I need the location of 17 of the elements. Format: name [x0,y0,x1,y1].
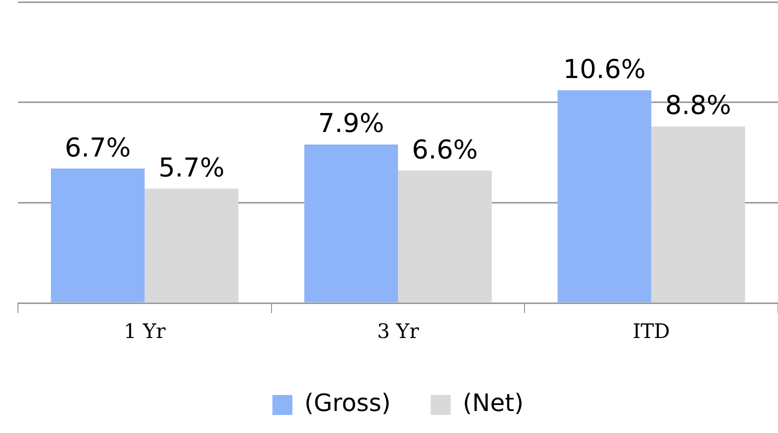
bar [304,144,398,302]
x-tick-label: 1 Yr [124,319,166,344]
data-label: 8.8% [665,91,732,122]
data-label: 5.7% [158,153,225,184]
data-label: 10.6% [563,55,646,86]
bar [558,90,652,302]
bar [651,126,746,302]
data-label: 6.7% [64,133,131,164]
bar [50,168,145,302]
bar [144,188,238,302]
legend-label: (Net) [462,389,524,418]
data-label: 6.6% [412,135,478,166]
x-tick-label: 3 Yr [377,319,420,344]
bar [398,170,492,302]
legend-label: (Gross) [304,389,391,418]
x-tick-label: ITD [632,319,670,344]
data-label: 7.9% [318,109,384,140]
